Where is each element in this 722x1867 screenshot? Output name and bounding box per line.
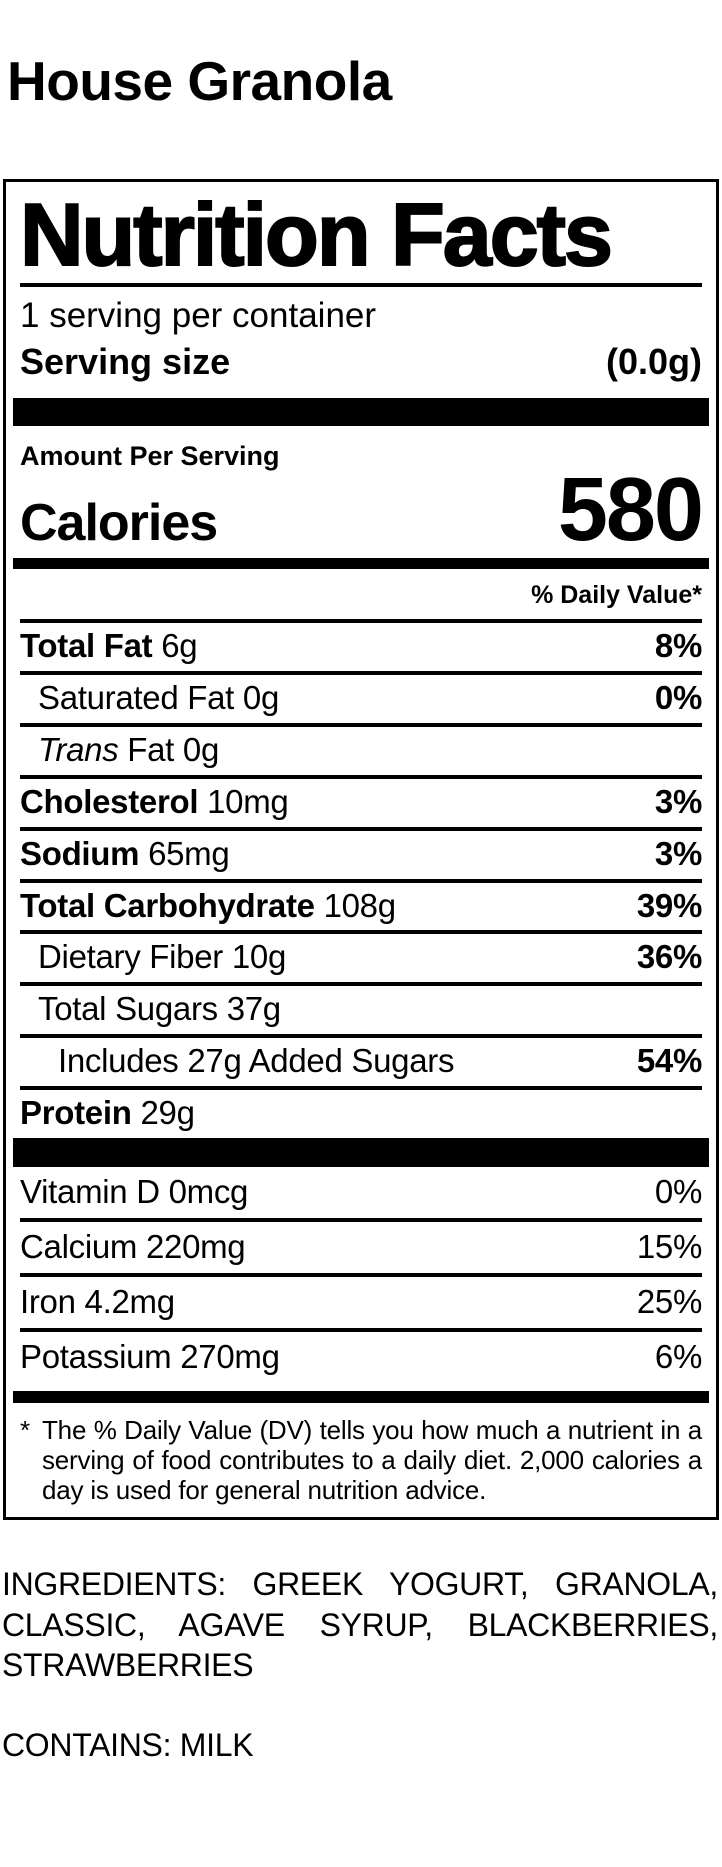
vitamin-row: Calcium 220mg 15% (20, 1222, 702, 1278)
vitamin-row: Iron 4.2mg 25% (20, 1277, 702, 1333)
nutrient-row: Trans Fat 0g (20, 722, 702, 775)
divider (20, 283, 702, 288)
nutrition-facts-title: Nutrition Facts (19, 185, 614, 285)
nutrient-row: Saturated Fat 0g 0% (20, 670, 702, 723)
nutrient-name: Includes 27g Added Sugars (58, 1042, 455, 1080)
vitamin-rows: Vitamin D 0mcg 0% Calcium 220mg 15% Iron 4.2… (20, 1167, 702, 1383)
nutrient-name: Calcium 220mg (20, 1228, 246, 1266)
nutrient-row: Dietary Fiber 10g 36% (20, 930, 702, 982)
calories-row: Calories 580 (20, 459, 704, 560)
page-title: House Granola (7, 50, 392, 112)
nutrient-name: Sodium 65mg (20, 834, 230, 872)
nutrient-row: Total Sugars 37g (20, 982, 702, 1034)
section-bar (13, 1390, 709, 1403)
nutrient-row: Total Carbohydrate 108g 39% (20, 878, 702, 931)
amount-per-serving-label: Amount Per Serving (20, 441, 280, 472)
nutrient-name: Potassium 270mg (20, 1338, 280, 1376)
daily-value: 36% (636, 938, 702, 976)
nutrient-name: Total Fat 6g (20, 626, 198, 664)
nutrient-row: Cholesterol 10mg 3% (20, 774, 702, 827)
vitamin-row: Potassium 270mg 6% (20, 1332, 702, 1383)
daily-value: 15% (636, 1228, 702, 1266)
daily-value: 3% (654, 782, 702, 820)
nutrient-row: Total Fat 6g 8% (20, 618, 702, 671)
nutrient-name: Protein 29g (20, 1094, 195, 1132)
footnote-marker: * (20, 1414, 30, 1445)
daily-value: 39% (636, 886, 702, 924)
footnote-text: The % Daily Value (DV) tells you how muc… (42, 1414, 702, 1506)
section-bar (13, 398, 709, 427)
section-bar (13, 1138, 709, 1168)
nutrient-rows: Total Fat 6g 8% Saturated Fat 0g 0% Trans Fa… (20, 618, 702, 1138)
nutrient-name: Cholesterol 10mg (20, 782, 289, 820)
serving-size-row: Serving size (0.0g) (20, 339, 702, 384)
nutrient-row: Protein 29g (20, 1086, 702, 1138)
daily-value: 54% (636, 1042, 702, 1080)
nutrient-name: Saturated Fat 0g (38, 678, 280, 716)
nutrient-name: Total Carbohydrate 108g (20, 886, 396, 924)
nutrient-row: Sodium 65mg 3% (20, 826, 702, 879)
nutrient-name: Total Sugars 37g (38, 990, 281, 1028)
calories-value: 580 (557, 459, 704, 560)
daily-value: 8% (654, 626, 702, 664)
daily-value: 25% (636, 1283, 702, 1321)
daily-value: 3% (654, 834, 702, 872)
ingredients-statement: INGREDIENTS: GREEK YOGURT, GRANOLA, CLAS… (2, 1566, 718, 1684)
nutrient-row: Includes 27g Added Sugars 54% (20, 1034, 702, 1086)
nutrition-facts-panel: Nutrition Facts 1 serving per container … (3, 179, 719, 1521)
nutrient-name: Iron 4.2mg (20, 1283, 175, 1321)
allergen-statement: CONTAINS: MILK (2, 1727, 254, 1764)
daily-value: 0% (654, 678, 702, 716)
nutrient-name: Dietary Fiber 10g (38, 938, 287, 976)
vitamin-row: Vitamin D 0mcg 0% (20, 1167, 702, 1223)
daily-value: 6% (654, 1338, 702, 1376)
serving-size-value: (0.0g) (605, 341, 702, 383)
section-bar (13, 557, 709, 569)
nutrient-name: Trans Fat 0g (38, 730, 220, 768)
servings-per-container: 1 serving per container (20, 296, 377, 336)
calories-label: Calories (20, 493, 218, 552)
nutrient-name: Vitamin D 0mcg (20, 1173, 249, 1211)
daily-value: 0% (654, 1173, 702, 1211)
daily-value-footnote: * The % Daily Value (DV) tells you how m… (20, 1415, 702, 1505)
serving-size-label: Serving size (20, 341, 231, 383)
daily-value-header: % Daily Value* (531, 580, 702, 609)
